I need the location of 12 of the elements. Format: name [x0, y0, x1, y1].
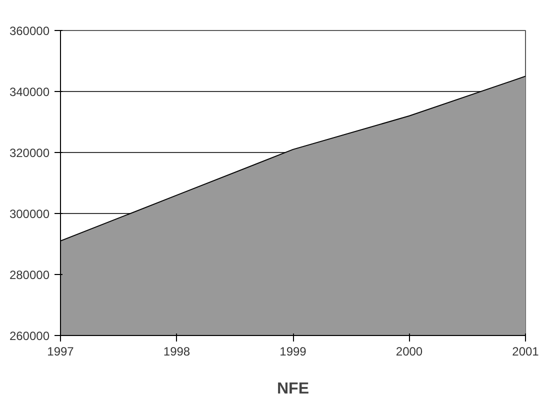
y-tick-label: 340000	[9, 85, 50, 99]
y-tick-label: 280000	[9, 268, 50, 282]
x-tick-label: 1999	[280, 344, 307, 358]
x-tick-label: 1997	[47, 344, 74, 358]
y-tick-label: 300000	[9, 207, 50, 221]
x-tick-label: 2001	[512, 344, 540, 358]
y-tick-label: 360000	[9, 24, 50, 38]
text: NFE	[277, 380, 310, 398]
y-tick-label: 320000	[9, 146, 50, 160]
x-tick-label: 2000	[396, 344, 423, 358]
x-tick-label: 1998	[163, 344, 190, 358]
y-tick-label: 260000	[9, 329, 50, 343]
